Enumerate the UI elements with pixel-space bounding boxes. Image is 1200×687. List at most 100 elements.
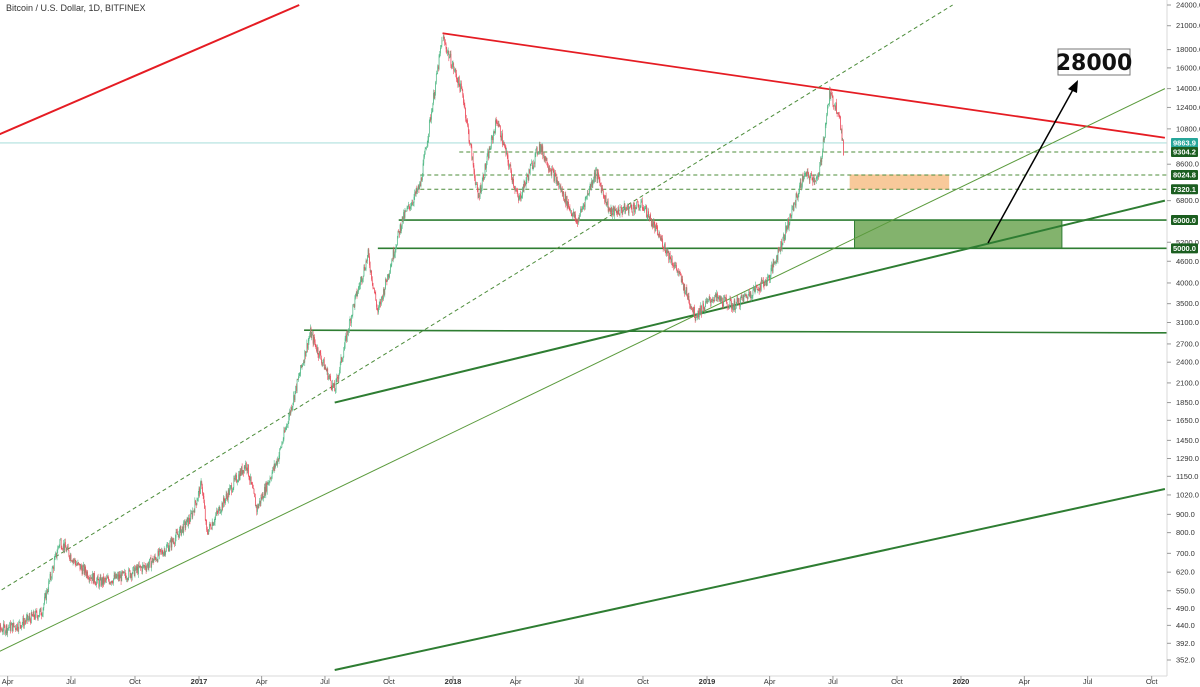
candle-body [426,147,427,149]
candle-body [79,563,81,570]
candle-body [121,571,123,582]
candle-body [494,131,496,133]
candle-body [305,351,306,357]
candle-body [438,55,440,69]
candle-body [835,102,837,110]
y-tick-label: 16000.0 [1176,63,1200,72]
candle-body [419,183,421,187]
candle-body [708,297,710,300]
candle-body [518,195,519,201]
candle-body [661,238,663,239]
candle-body [727,306,729,308]
candle-body [377,308,379,313]
y-tick-label: 10800.0 [1176,124,1200,133]
candle-body [736,297,738,303]
candle-body [148,564,150,569]
candle-body [241,466,243,474]
candle-body [21,625,22,629]
candle-body [838,112,839,115]
candle-body [635,207,637,209]
candle-body [544,156,546,161]
candle-body [619,206,621,216]
candle-body [397,230,399,238]
candle-body [713,299,715,302]
candle-body [519,193,521,197]
candle-body [5,631,6,634]
candle-body [699,308,701,314]
candle-body [129,570,131,578]
candle-body [766,282,768,286]
candle-body [70,554,72,561]
candle-body [527,175,528,177]
candle-body [413,196,415,203]
candle-body [828,104,830,105]
candle-body [529,166,531,174]
candle-body [504,145,506,148]
candle-body [352,305,354,316]
candle-body [433,93,434,104]
candle-body [99,577,101,580]
candle-body [10,625,12,631]
y-tick-label: 3500.0 [1176,299,1199,308]
candle-body [172,541,174,542]
candle-body [174,537,176,544]
candle-body [169,542,171,549]
candle-body [617,208,619,215]
candle-body [202,487,203,493]
candle-body [831,94,833,97]
candle-body [363,267,365,276]
candle-body [186,517,188,520]
candle-body [531,162,533,169]
candle-body [399,231,400,235]
candle-body [243,470,244,473]
candle-body [152,558,153,562]
candle-body [313,337,315,344]
candle-body [458,77,459,86]
candle-body [43,603,45,609]
candle-body [368,249,370,257]
candle-body [732,305,734,311]
candle-body [718,295,720,297]
candle-body [582,206,584,208]
candle-body [396,245,397,248]
y-tick-label: 800.0 [1176,528,1195,537]
candle-body [552,168,554,171]
candle-body [291,406,293,411]
candle-body [750,292,752,298]
y-tick-label: 900.0 [1176,510,1195,519]
y-tick-label: 440.0 [1176,621,1195,630]
candle-body [467,120,468,126]
candle-body [163,549,165,553]
candle-body [128,569,130,579]
price-badge-label: 7320.1 [1173,185,1196,194]
candle-body [16,624,18,630]
candle-body [644,208,646,210]
candle-body [194,500,196,513]
candle-body [567,201,569,208]
candle-body [604,196,606,202]
candle-body [199,488,201,495]
candle-body [597,172,599,180]
candle-body [463,95,464,103]
candle-body [403,212,404,222]
candle-body [443,36,445,39]
candle-body [752,290,754,296]
candle-body [339,369,340,374]
candle-body [406,210,407,212]
candle-body [664,243,666,251]
candle-body [418,185,420,190]
candle-body [815,180,816,182]
candle-body [789,214,791,224]
candle-body [129,569,130,571]
candle-body [234,476,236,480]
candle-body [339,362,341,370]
price-badge-label: 5000.0 [1173,244,1196,253]
candle-body [562,191,564,194]
candle-body [245,463,246,469]
candle-body [282,439,284,443]
candle-body [83,564,84,568]
time-axis: Apr Jul Oct 2017 Apr Jul Oct 2018 Apr Jul Oct 2019 A… [2,676,1158,686]
candle-body [685,292,686,295]
candle-body [568,207,570,208]
